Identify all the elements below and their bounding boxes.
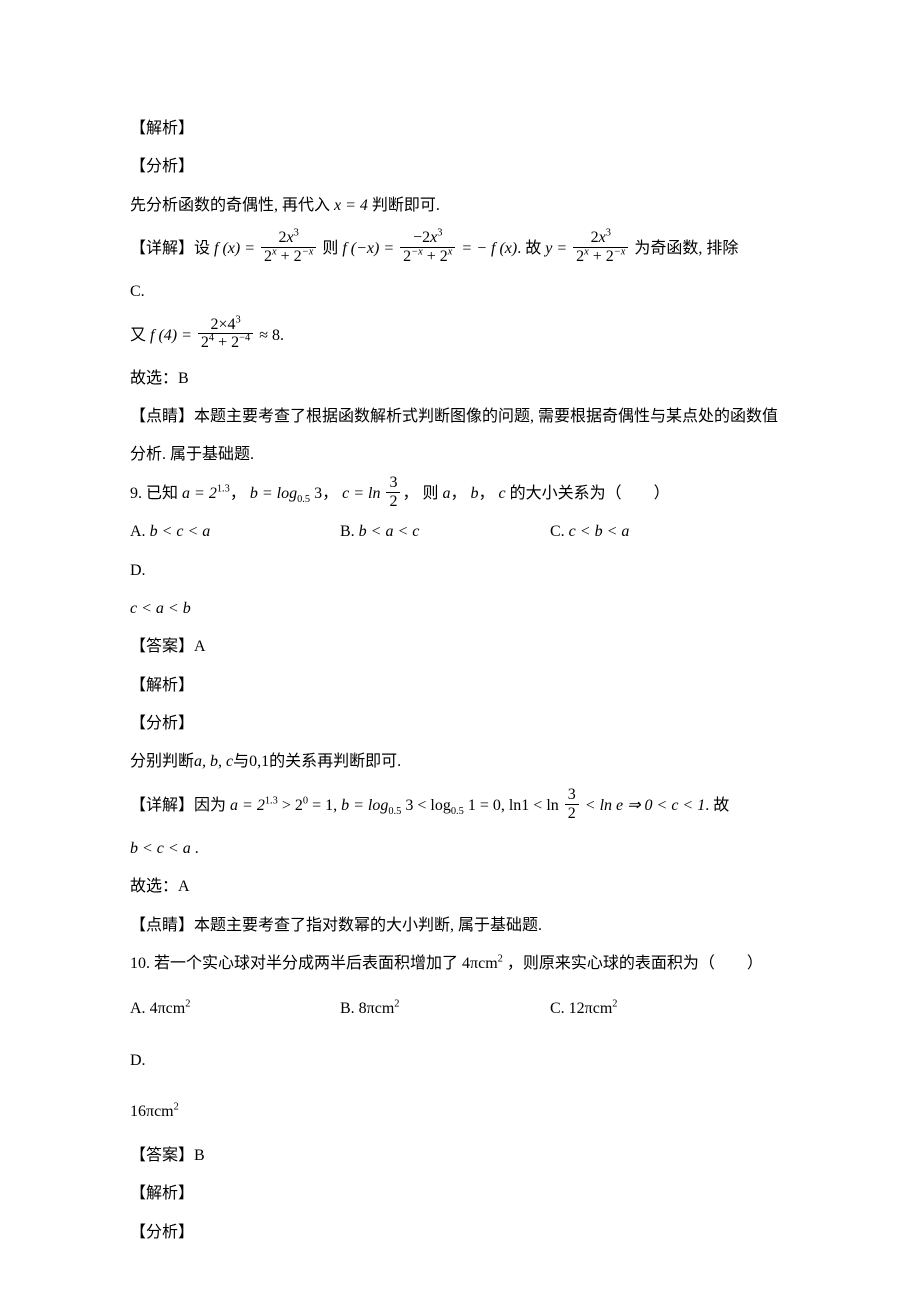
q9-option-a: A. b < c < a xyxy=(130,513,340,551)
q9-answer: 【答案】A xyxy=(130,628,790,666)
q10-option-d-label: D. xyxy=(130,1035,170,1086)
math-f4-lhs: f (4) = xyxy=(150,327,192,344)
q8-fenxi-line: 先分析函数的奇偶性, 再代入 x = 4 判断即可. xyxy=(130,187,790,225)
q9-detail-line: 【详解】因为 a = 21.3 > 20 = 1, b = log0.5 3 <… xyxy=(130,782,790,830)
document-page: 【解析】 【分析】 先分析函数的奇偶性, 再代入 x = 4 判断即可. 【详解… xyxy=(0,0,920,1312)
math-fmx-lhs: f (−x) = xyxy=(342,240,394,257)
text: 判断即可. xyxy=(372,197,440,214)
math-y-eq: y = xyxy=(545,240,567,257)
math-fx-lhs: f (x) = xyxy=(214,240,255,257)
math-expr: x = 4 xyxy=(334,197,368,214)
q9-options: A. b < c < a B. b < a < c C. c < b < a D… xyxy=(130,513,790,628)
q10-option-d: 16πcm2 xyxy=(130,1086,790,1137)
text: 先分析函数的奇偶性, 再代入 xyxy=(130,197,330,214)
q9-option-c: C. c < b < a xyxy=(550,513,760,551)
text: 为奇函数, 排除 xyxy=(634,240,738,257)
text: . 故 xyxy=(517,240,541,257)
q10-option-c: C. 12πcm2 xyxy=(550,983,760,1034)
section-fenxi-label: 【分析】 xyxy=(130,148,790,186)
q10-options: A. 4πcm2 B. 8πcm2 C. 12πcm2 D. 16πcm2 xyxy=(130,983,790,1137)
math-approx: ≈ 8 xyxy=(259,327,280,344)
q9-option-d: c < a < b xyxy=(130,590,790,628)
q8-dianjing: 【点睛】本题主要考查了根据函数解析式判断图像的问题, 需要根据奇偶性与某点处的函… xyxy=(130,398,790,475)
section-analysis-label: 【解析】 xyxy=(130,667,790,705)
q9-stem: 9. 已知 a = 21.3， b = log0.5 3， c = ln 3 2… xyxy=(130,475,790,513)
q9-option-d-label: D. xyxy=(130,552,170,590)
q9-dianjing: 【点睛】本题主要考查了指对数幂的大小判断, 属于基础题. xyxy=(130,907,790,945)
fraction: 2x3 2x + 2−x xyxy=(573,229,628,265)
q10-stem: 10. 若一个实心球对半分成两半后表面积增加了 4πcm2 ，则原来实心球的表面… xyxy=(130,945,790,983)
fraction: −2x3 2−x + 2x xyxy=(400,229,455,265)
q9-option-b: B. b < a < c xyxy=(340,513,550,551)
text: . xyxy=(280,327,284,344)
fraction: 3 2 xyxy=(386,474,400,510)
q9-select: 故选：A xyxy=(130,868,790,906)
q9-fenxi-line: 分别判断a, b, c与0,1的关系再判断即可. xyxy=(130,743,790,781)
q9-conclusion: b < c < a . xyxy=(130,830,790,868)
q8-detail-line1: 【详解】设 f (x) = 2x3 2x + 2−x 则 f (−x) = −2… xyxy=(130,225,790,273)
q10-option-a: A. 4πcm2 xyxy=(130,983,340,1034)
section-analysis-label: 【解析】 xyxy=(130,110,790,148)
text: 则 xyxy=(322,240,338,257)
q8-f4-line: 又 f (4) = 2×43 24 + 2−4 ≈ 8. xyxy=(130,312,790,360)
text: 又 xyxy=(130,327,146,344)
section-analysis-label: 【解析】 xyxy=(130,1175,790,1213)
math-eq-neg: = − f (x) xyxy=(461,240,517,257)
q8-select: 故选：B xyxy=(130,360,790,398)
q10-answer: 【答案】B xyxy=(130,1137,790,1175)
q10-option-b: B. 8πcm2 xyxy=(340,983,550,1034)
fraction: 2x3 2x + 2−x xyxy=(261,229,316,265)
fraction: 2×43 24 + 2−4 xyxy=(198,316,253,352)
detail-label: 【详解】 xyxy=(130,240,194,257)
section-fenxi-label: 【分析】 xyxy=(130,1214,790,1252)
q8-exclude-c: C. xyxy=(130,273,790,311)
fraction: 3 2 xyxy=(565,786,579,822)
text: 设 xyxy=(194,240,210,257)
section-fenxi-label: 【分析】 xyxy=(130,705,790,743)
